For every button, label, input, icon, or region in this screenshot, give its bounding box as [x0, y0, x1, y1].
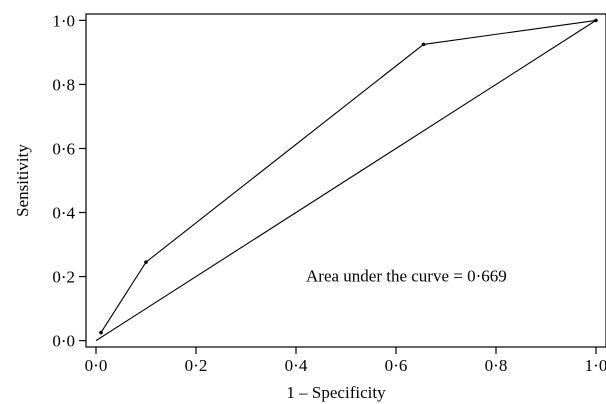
- y-tick-label: 0·2: [52, 268, 75, 287]
- roc-curve-line: [100, 19, 597, 333]
- y-axis: 0·0 0·2 0·4 0·6 0·8 1·0: [52, 11, 86, 351]
- series-layer: [95, 18, 598, 342]
- x-tick-label: 0·0: [85, 356, 108, 375]
- x-tick-label: 0·2: [185, 356, 208, 375]
- roc-point: [421, 42, 426, 47]
- x-tick-label: 0·4: [285, 356, 308, 375]
- plot-frame: [85, 13, 606, 348]
- y-axis-label: Sensitivity: [13, 144, 32, 217]
- x-tick-label: 0·6: [385, 356, 408, 375]
- y-tick-label: 0·6: [52, 139, 75, 158]
- x-tick-label: 1·0: [585, 356, 606, 375]
- reference-diagonal-line: [95, 19, 597, 342]
- y-tick-label: 0·4: [52, 204, 75, 223]
- y-tick-label: 0·8: [52, 75, 75, 94]
- auc-annotation: Area under the curve = 0·669: [306, 266, 507, 285]
- roc-point: [144, 260, 148, 264]
- y-tick-label: 0·0: [52, 332, 75, 351]
- x-tick-label: 0·8: [485, 356, 508, 375]
- x-axis-label: 1 – Specificity: [286, 383, 386, 402]
- x-axis: 0·0 0·2 0·4 0·6 0·8 1·0: [85, 347, 606, 375]
- y-tick-label: 1·0: [52, 11, 75, 30]
- roc-point: [99, 330, 103, 335]
